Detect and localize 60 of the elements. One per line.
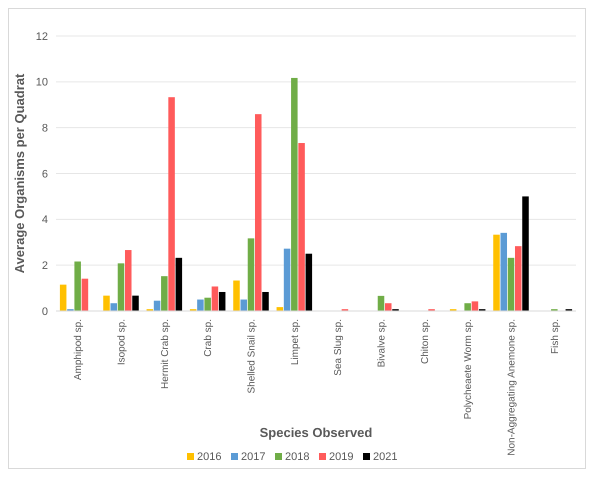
bar	[154, 300, 160, 311]
y-tick-label: 0	[42, 306, 48, 318]
x-tick-label: Fish sp.	[550, 319, 561, 354]
bar	[132, 296, 139, 311]
y-tick-label: 4	[42, 214, 48, 226]
legend-label: 2016	[197, 451, 222, 463]
bar	[306, 254, 312, 311]
y-tick-label: 12	[36, 30, 48, 43]
bar	[291, 78, 298, 311]
x-tick-label: Shelled Snail sp.	[246, 319, 258, 394]
y-axis-title: Average Organisms per Quadrat	[12, 73, 27, 274]
bar	[204, 298, 211, 311]
bar	[212, 286, 218, 311]
bar	[176, 258, 182, 311]
bar	[248, 238, 254, 311]
legend-label: 2017	[241, 451, 266, 463]
x-tick-label: Non-Aggregating Anemone sp.	[506, 319, 518, 456]
bar	[124, 250, 132, 311]
bar	[493, 234, 500, 311]
bar	[514, 246, 522, 311]
bar	[378, 296, 384, 311]
bar	[218, 292, 226, 311]
bar	[500, 232, 508, 311]
bar	[262, 292, 269, 311]
bar	[82, 278, 88, 311]
legend-label: 2021	[373, 451, 398, 463]
bar	[168, 97, 175, 311]
y-tick-label: 8	[42, 122, 48, 135]
bar	[74, 262, 81, 311]
x-tick-label: Polycheaete Worm sp.	[463, 319, 474, 420]
bar	[508, 258, 514, 311]
bar	[384, 303, 392, 311]
legend-label: 2019	[329, 451, 354, 463]
x-tick-label: Sea Slug sp.	[333, 319, 344, 376]
x-axis-title: Species Observed	[260, 425, 372, 440]
bar	[284, 248, 290, 311]
bar	[161, 276, 168, 311]
x-tick-label: Amphipod sp.	[73, 319, 84, 380]
x-tick-label: Crab sp.	[203, 319, 214, 357]
x-tick-label: Chiton sp.	[420, 319, 431, 364]
x-tick-label: Isopod sp.	[116, 319, 128, 366]
x-tick-label: Bivalve sp.	[376, 319, 388, 368]
legend-label: 2018	[285, 451, 310, 463]
bar	[472, 301, 478, 311]
bar	[240, 300, 248, 311]
y-tick-label: 10	[36, 76, 48, 89]
bar	[254, 114, 262, 311]
y-tick-label: 2	[42, 260, 48, 272]
bar	[233, 280, 240, 311]
bar	[464, 303, 471, 311]
bar	[522, 196, 529, 311]
bar	[118, 263, 124, 311]
bar	[60, 284, 66, 311]
x-tick-label: Limpet sp.	[290, 319, 301, 366]
bar	[197, 300, 204, 311]
x-tick-label: Hermit Crab sp.	[160, 319, 171, 390]
bar	[110, 303, 118, 311]
bar	[298, 143, 305, 311]
y-tick-label: 6	[42, 168, 48, 180]
bar	[103, 296, 110, 311]
